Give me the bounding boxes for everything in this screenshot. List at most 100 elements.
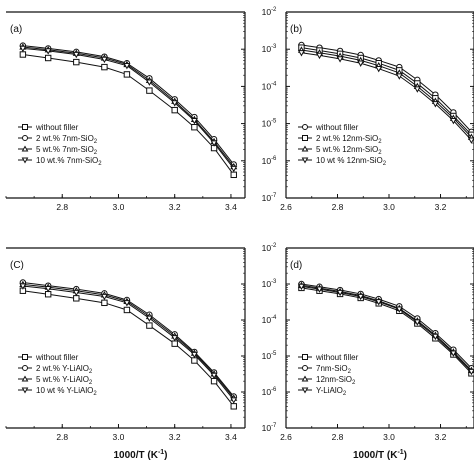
x-tick-label: 3.0 <box>383 202 395 212</box>
x-tick-label: 3.4 <box>225 202 237 212</box>
data-point <box>395 73 403 80</box>
panel-1: 2.8 3.0 3.2 3.4 (a) without filler 2 wt.% 7nm-… <box>5 11 246 212</box>
text-part: 5 wt.% Y-LiAlO <box>36 375 89 384</box>
x-tick-label: 3.2 <box>435 202 447 212</box>
data-point <box>467 368 474 376</box>
legend-marker <box>21 387 29 394</box>
text-part: 1000/T (K <box>353 450 398 461</box>
legend-marker <box>301 387 309 394</box>
text-part: 1000/T (K <box>113 450 158 461</box>
data-point <box>297 283 306 291</box>
data-point <box>145 315 153 322</box>
text-part: 2 wt.% Y-LiAlO <box>36 364 89 373</box>
legend-marker <box>301 157 309 164</box>
y-tick-label: 10-3 <box>262 279 277 289</box>
data-point <box>100 56 108 64</box>
data-point <box>146 322 153 329</box>
legend-entry: without filler <box>315 353 359 362</box>
text-part: -1 <box>397 449 403 456</box>
legend-marker <box>21 157 29 164</box>
panel-label: (b) <box>290 24 302 35</box>
x-tick-label: 3.0 <box>113 432 125 442</box>
series-line <box>301 52 472 141</box>
text-part: -2 <box>271 243 277 249</box>
legend-marker <box>21 375 29 382</box>
text-part: 7nm-SiO <box>316 364 348 373</box>
series-line <box>301 44 472 133</box>
text-part: 10 <box>262 351 272 361</box>
data-point <box>191 357 198 364</box>
legend-entry: 5 wt.% 7nm-SiO2 <box>36 145 98 156</box>
text-part: 10 <box>262 315 272 325</box>
data-point <box>375 65 383 73</box>
y-tick-label: 10-2 <box>262 7 277 17</box>
x-tick-label: 3.0 <box>113 202 125 212</box>
y-tick-label: 10-3 <box>262 44 277 54</box>
series-line <box>22 46 235 167</box>
series-line <box>22 283 235 399</box>
y-tick-label: 10-6 <box>262 387 277 397</box>
text-part: 10 <box>262 119 272 129</box>
panel-4: 2.6 2.8 3.0 3.210-210-310-410-510-610-7(d)1… <box>262 243 474 461</box>
x-tick-label: 3.2 <box>169 202 181 212</box>
text-part: 10 <box>262 193 272 203</box>
series-line <box>22 282 235 397</box>
data-point <box>413 86 421 93</box>
series-4 <box>297 50 474 144</box>
text-part: 2 <box>378 139 382 145</box>
data-point <box>336 56 344 63</box>
legend-marker <box>302 365 308 371</box>
series-line <box>301 49 472 138</box>
y-tick-label: 10-4 <box>262 81 277 91</box>
legend-entry: 2 wt.% Y-LiAlO2 <box>36 364 93 375</box>
text-part: 10 <box>262 156 272 166</box>
legend-marker <box>301 375 309 382</box>
data-point <box>19 283 27 290</box>
text-part: without filler <box>35 123 79 132</box>
data-point <box>100 293 108 301</box>
data-point <box>146 87 153 94</box>
x-tick-label: 2.8 <box>332 202 344 212</box>
legend-marker <box>22 124 28 130</box>
series-line <box>22 290 235 407</box>
data-point <box>297 50 306 57</box>
panel-2: 2.6 2.8 3.0 3.210-210-310-410-510-610-7(b)w… <box>262 7 474 212</box>
legend-entry: 12nm-SiO2 <box>316 375 356 386</box>
text-part: -3 <box>271 44 277 50</box>
data-point <box>44 48 52 55</box>
legend-marker <box>302 354 308 360</box>
legend-marker <box>22 135 28 141</box>
data-point <box>357 293 365 301</box>
text-part: 5 wt.% 7nm-SiO <box>36 145 94 154</box>
x-tick-label: 3.2 <box>169 432 181 442</box>
series-1 <box>19 51 237 179</box>
y-tick-label: 10-5 <box>262 351 277 361</box>
text-part: 10 <box>262 81 272 91</box>
text-part: 10 <box>262 7 272 17</box>
legend-entry: 5 wt.% 12nm-SiO2 <box>316 145 382 156</box>
text-part: -7 <box>271 423 277 429</box>
text-part: -6 <box>271 387 277 393</box>
series-1 <box>298 284 474 377</box>
data-point <box>19 51 27 58</box>
data-point <box>171 100 179 107</box>
text-part: 2 <box>98 161 102 167</box>
legend-marker <box>301 145 309 152</box>
x-tick-label: 2.8 <box>332 432 344 442</box>
text-part: -5 <box>271 119 277 125</box>
text-part: 2 <box>378 150 382 156</box>
data-point <box>230 397 238 404</box>
data-point <box>357 60 365 67</box>
data-point <box>72 51 80 59</box>
legend-marker <box>302 124 308 130</box>
series-4 <box>19 283 238 404</box>
legend-entry: without filler <box>35 123 79 132</box>
series-line <box>22 45 235 165</box>
legend-marker <box>22 365 28 371</box>
data-point <box>123 306 131 314</box>
legend-entry: Y-LiAlO2 <box>316 386 347 397</box>
